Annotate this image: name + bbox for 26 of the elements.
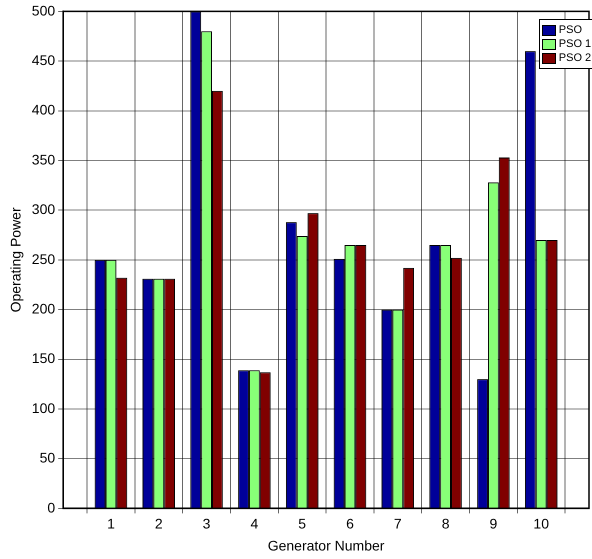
y-tick-label: 400 <box>32 102 56 118</box>
y-tick-label: 50 <box>40 450 56 466</box>
legend-label: PSO 1 <box>558 38 592 50</box>
x-tick-label: 9 <box>489 516 498 532</box>
y-tick-label: 200 <box>32 300 56 316</box>
y-axis-title: Operating Power <box>7 207 24 312</box>
legend-label: PSO <box>558 24 582 36</box>
x-tick-label: 7 <box>394 516 402 532</box>
x-axis-title: Generator Number <box>268 537 385 554</box>
y-tick-label: 500 <box>32 2 56 18</box>
y-tick-label: 300 <box>32 201 56 218</box>
x-tick-label: 1 <box>107 516 116 532</box>
x-tick-label: 5 <box>298 516 306 532</box>
x-tick-label: 4 <box>250 516 258 532</box>
y-tick-label: 450 <box>32 52 56 68</box>
y-tick-label: 350 <box>32 151 56 168</box>
x-tick-label: 10 <box>533 516 550 532</box>
x-tick-label: 8 <box>442 516 450 532</box>
y-tick-label: 250 <box>32 250 56 267</box>
x-tick-label: 6 <box>346 516 354 532</box>
y-tick-label: 100 <box>32 400 56 416</box>
x-tick-label: 3 <box>202 516 211 532</box>
y-tick-label: 150 <box>32 350 56 366</box>
legend-label: PSO 2 <box>558 52 592 64</box>
x-tick-label: 2 <box>154 516 163 532</box>
y-tick-label: 0 <box>47 499 56 516</box>
